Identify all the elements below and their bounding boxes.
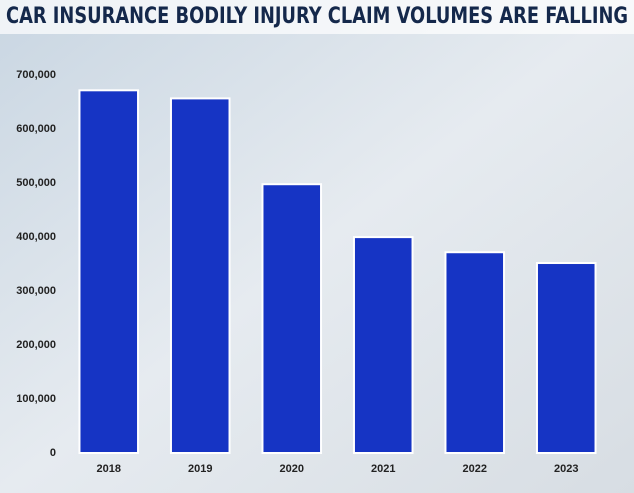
x-tick-label: 2019 — [188, 463, 212, 475]
y-tick-label: 700,000 — [16, 69, 56, 81]
title-band — [0, 0, 634, 34]
y-tick-label: 400,000 — [16, 231, 56, 243]
x-tick-label: 2022 — [463, 463, 487, 475]
y-tick-label: 300,000 — [16, 285, 56, 297]
x-tick-label: 2023 — [554, 463, 578, 475]
x-tick-label: 2020 — [280, 463, 304, 475]
bar — [444, 251, 506, 454]
y-tick-label: 100,000 — [16, 393, 56, 405]
chart-title: CAR INSURANCE BODILY INJURY CLAIM VOLUME… — [6, 4, 628, 29]
x-tick-label: 2021 — [371, 463, 395, 475]
x-tick-label: 2018 — [97, 463, 121, 475]
y-tick-label: 200,000 — [16, 339, 56, 351]
bar — [78, 89, 140, 454]
bar — [169, 97, 231, 455]
y-tick-label: 600,000 — [16, 123, 56, 135]
bar — [261, 183, 323, 455]
bar — [352, 236, 414, 454]
y-tick-label: 0 — [50, 447, 56, 459]
bar — [535, 262, 597, 455]
y-tick-label: 500,000 — [16, 177, 56, 189]
